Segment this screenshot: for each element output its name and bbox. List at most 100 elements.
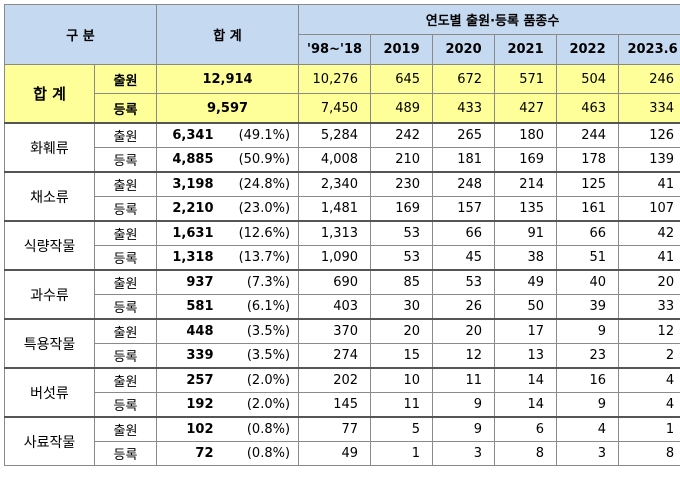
year-value: 489 (370, 93, 434, 124)
table-row: 등록 192 (2.0%) 145 11 9 14 9 4 (5, 392, 680, 418)
year-value: 8 (494, 441, 558, 466)
year-value: 9 (432, 392, 496, 418)
category-name: 채소류 (4, 171, 95, 222)
row-type: 출원 (93, 220, 158, 246)
year-value: 53 (432, 269, 496, 295)
count-value: 72 (156, 441, 222, 466)
year-value: 5,284 (298, 122, 372, 148)
year-value: 39 (556, 294, 620, 320)
row-type: 등록 (93, 245, 158, 271)
year-value: 11 (432, 367, 496, 393)
share-percent: (50.9%) (221, 147, 300, 173)
year-value: 30 (370, 294, 434, 320)
count-value: 4,885 (156, 147, 222, 173)
count-value: 937 (156, 269, 222, 295)
year-value: 433 (432, 93, 496, 124)
table-row: 버섯류 출원 257 (2.0%) 202 10 11 14 16 4 (4, 367, 680, 418)
year-value: 4 (618, 367, 680, 393)
year-value: 42 (618, 220, 680, 246)
year-value: 45 (432, 245, 496, 271)
total-value: 9,597 (156, 93, 300, 124)
count-value: 339 (156, 343, 222, 369)
year-value: 41 (618, 245, 680, 271)
year-value: 20 (618, 269, 680, 295)
category-name: 버섯류 (4, 367, 95, 418)
table-row: 채소류 출원 3,198 (24.8%) 2,340 230 248 214 125 41 (4, 171, 680, 222)
table-row: 특용작물 출원 448 (3.5%) 370 20 20 17 9 12 (4, 318, 680, 369)
year-value: 157 (432, 196, 496, 222)
year-value: 1 (370, 441, 434, 466)
year-value: 265 (432, 122, 496, 148)
year-value: 107 (618, 196, 680, 222)
year-value: 126 (618, 122, 680, 148)
year-value: 1 (618, 416, 680, 442)
year-value: 180 (494, 122, 558, 148)
year-value: 672 (432, 64, 496, 94)
year-value: 4 (556, 416, 620, 442)
year-value: 246 (618, 64, 680, 94)
header-year: '98~'18 (298, 34, 372, 65)
count-value: 192 (156, 392, 222, 418)
table-row: 화훼류 출원 6,341 (49.1%) 5,284 242 265 180 244 126 (4, 122, 680, 173)
total-row: 합 계 출원 12,914 10,276 645 672 571 504 246 (4, 64, 680, 124)
category-name: 화훼류 (4, 122, 95, 173)
year-value: 9 (556, 318, 620, 344)
row-type: 출원 (93, 318, 158, 344)
year-value: 210 (370, 147, 434, 173)
year-value: 12 (618, 318, 680, 344)
count-value: 581 (156, 294, 222, 320)
year-value: 169 (370, 196, 434, 222)
table-row: 등록 4,885 (50.9%) 4,008 210 181 169 178 139 (5, 147, 680, 173)
year-value: 181 (432, 147, 496, 173)
count-value: 257 (156, 367, 222, 393)
share-percent: (12.6%) (221, 220, 300, 246)
group-rows: 화훼류 출원 6,341 (49.1%) 5,284 242 265 180 244 126 등록 4… (4, 122, 680, 466)
year-value: 51 (556, 245, 620, 271)
count-value: 2,210 (156, 196, 222, 222)
total-label: 합 계 (4, 64, 95, 124)
table-row: 등록 1,318 (13.7%) 1,090 53 45 38 51 41 (5, 245, 680, 271)
year-value: 12 (432, 343, 496, 369)
count-value: 1,318 (156, 245, 222, 271)
row-type: 등록 (93, 392, 158, 418)
year-value: 1,313 (298, 220, 372, 246)
header-year: 2021 (494, 34, 558, 65)
year-value: 370 (298, 318, 372, 344)
year-value: 248 (432, 171, 496, 197)
year-value: 145 (298, 392, 372, 418)
row-type: 출원 (93, 269, 158, 295)
row-type: 등록 (93, 343, 158, 369)
share-percent: (3.5%) (221, 318, 300, 344)
year-value: 10 (370, 367, 434, 393)
row-type: 등록 (93, 93, 158, 124)
year-value: 7,450 (298, 93, 372, 124)
year-value: 38 (494, 245, 558, 271)
variety-table: 구 분 합 계 연도별 출원·등록 품종수 '98~'18 2019 2020 … (3, 4, 680, 466)
year-value: 49 (298, 441, 372, 466)
year-value: 40 (556, 269, 620, 295)
year-value: 13 (494, 343, 558, 369)
share-percent: (24.8%) (221, 171, 300, 197)
year-value: 3 (556, 441, 620, 466)
year-value: 41 (618, 171, 680, 197)
year-value: 3 (432, 441, 496, 466)
count-value: 102 (156, 416, 222, 442)
count-value: 6,341 (156, 122, 222, 148)
year-value: 91 (494, 220, 558, 246)
header-total: 합 계 (156, 4, 300, 65)
year-value: 135 (494, 196, 558, 222)
header-year: 2020 (432, 34, 496, 65)
year-value: 33 (618, 294, 680, 320)
year-value: 50 (494, 294, 558, 320)
table-row: 등록 339 (3.5%) 274 15 12 13 23 2 (5, 343, 680, 369)
year-value: 274 (298, 343, 372, 369)
count-value: 1,631 (156, 220, 222, 246)
share-percent: (7.3%) (221, 269, 300, 295)
year-value: 6 (494, 416, 558, 442)
year-value: 571 (494, 64, 558, 94)
year-value: 645 (370, 64, 434, 94)
year-value: 169 (494, 147, 558, 173)
table-row: 과수류 출원 937 (7.3%) 690 85 53 49 40 20 (4, 269, 680, 320)
year-value: 26 (432, 294, 496, 320)
year-value: 23 (556, 343, 620, 369)
